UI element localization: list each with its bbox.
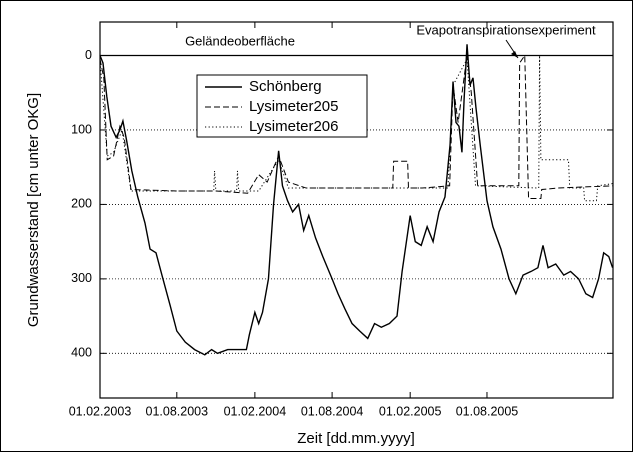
legend-label: Lysimeter205 bbox=[249, 98, 339, 115]
annotation-arrowhead bbox=[511, 51, 518, 58]
x-axis-title: Zeit [dd.mm.yyyy] bbox=[297, 430, 415, 447]
x-tick-label: 01.08.2005 bbox=[456, 404, 519, 418]
legend-box bbox=[196, 74, 368, 138]
x-tick-label: 01.02.2003 bbox=[69, 404, 132, 418]
y-tick-label: 100 bbox=[71, 122, 92, 136]
data-line bbox=[99, 53, 614, 199]
legend-label: Schönberg bbox=[249, 78, 322, 95]
x-tick-label: 01.08.2004 bbox=[301, 404, 364, 418]
x-tick-label: 01.02.2005 bbox=[379, 404, 442, 418]
y-tick-label: 400 bbox=[71, 346, 92, 360]
annotation: Geländeoberfläche bbox=[185, 33, 295, 48]
y-tick-label: 300 bbox=[71, 271, 92, 285]
data-line bbox=[99, 44, 614, 356]
y-axis-title: Grundwasserstand [cm unter OKG] bbox=[25, 93, 42, 327]
x-tick-label: 01.08.2003 bbox=[146, 404, 209, 418]
annotation: Evapotranspirationsexperiment bbox=[416, 22, 596, 37]
y-tick-label: 200 bbox=[71, 197, 92, 211]
data-line bbox=[99, 55, 614, 202]
plot-frame bbox=[99, 21, 614, 399]
legend-label: Lysimeter206 bbox=[249, 118, 339, 135]
x-tick-label: 01.02.2004 bbox=[224, 404, 287, 418]
y-tick-label: 0 bbox=[85, 48, 92, 62]
